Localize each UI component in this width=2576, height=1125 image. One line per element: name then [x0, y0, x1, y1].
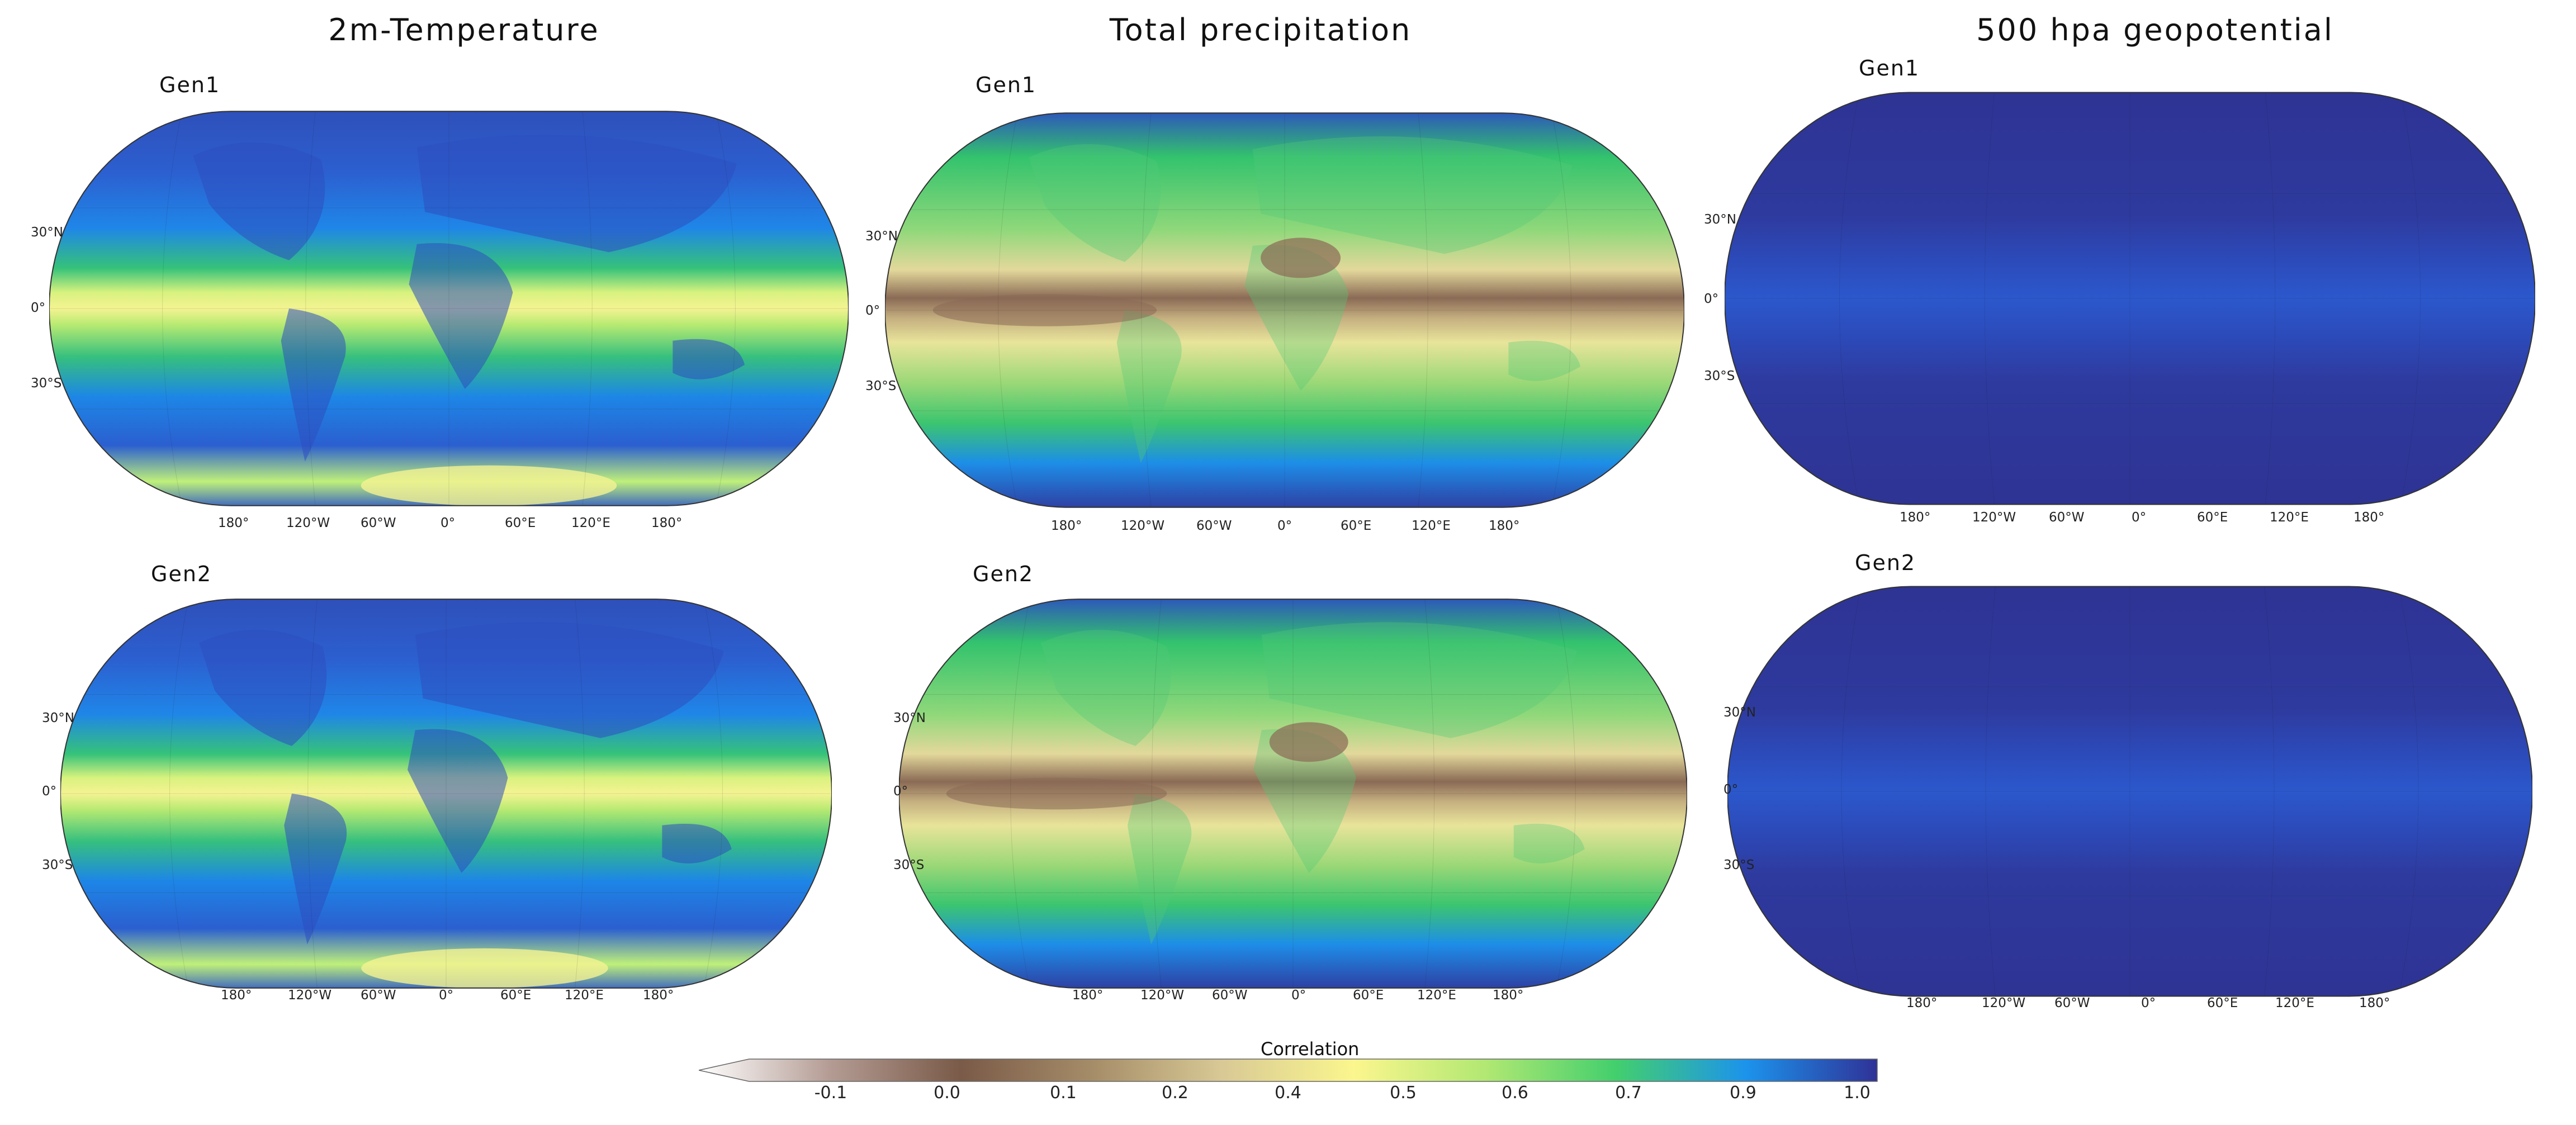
- lon-label: 180°: [2359, 996, 2390, 1010]
- lon-label: 120°W: [1121, 519, 1165, 533]
- lon-label: 180°: [1493, 988, 1524, 1003]
- lon-label: 180°: [1072, 988, 1104, 1003]
- colorbar-tick-label: -0.1: [814, 1083, 847, 1103]
- lon-label: 0°: [1277, 519, 1292, 533]
- lat-label-30n: 30°N: [893, 711, 926, 725]
- colorbar-tick-label: 0.0: [934, 1083, 960, 1103]
- lat-label-0: 0°: [865, 303, 880, 318]
- lon-label: 120°E: [1417, 988, 1456, 1003]
- lon-label: 120°E: [1412, 519, 1451, 533]
- lon-label: 180°: [218, 516, 249, 530]
- map-gen2-geopotential: [1727, 586, 2532, 997]
- lat-label-30s: 30°S: [31, 376, 62, 391]
- lon-label: 60°E: [505, 516, 536, 530]
- lon-label: 0°: [2132, 510, 2147, 525]
- lon-label: 60°E: [2197, 510, 2228, 525]
- lon-label: 180°: [2354, 510, 2385, 525]
- lon-label: 0°: [2141, 996, 2156, 1010]
- lat-label-30s: 30°S: [1723, 858, 1755, 872]
- lon-label: 0°: [1291, 988, 1306, 1003]
- lon-label: 120°W: [288, 988, 332, 1003]
- lon-label: 120°W: [1972, 510, 2016, 525]
- lon-label: 60°W: [361, 988, 396, 1003]
- map-gen1-geopotential: [1725, 92, 2535, 505]
- column-title-precipitation: Total precipitation: [1109, 12, 1412, 48]
- lat-label-30s: 30°S: [893, 858, 925, 872]
- lon-label: 120°W: [286, 516, 330, 530]
- colorbar-tick-label: 0.2: [1162, 1083, 1188, 1103]
- lon-label: 60°W: [1196, 519, 1232, 533]
- lon-label: 120°W: [1140, 988, 1185, 1003]
- lon-label: 180°: [651, 516, 683, 530]
- lon-label: 60°E: [1353, 988, 1384, 1003]
- lon-label: 60°W: [2054, 996, 2090, 1010]
- lon-label: 60°W: [1212, 988, 1248, 1003]
- map-gen2-temperature: [60, 599, 832, 989]
- colorbar-title: Correlation: [1261, 1038, 1360, 1060]
- lon-label: 120°E: [2270, 510, 2309, 525]
- lon-label: 60°W: [361, 516, 396, 530]
- lon-label: 120°E: [2275, 996, 2314, 1010]
- lon-label: 60°E: [1341, 519, 1372, 533]
- lat-label-0: 0°: [1704, 292, 1719, 306]
- lat-label-0: 0°: [1723, 782, 1739, 797]
- lat-label-30n: 30°N: [865, 229, 898, 244]
- lat-label-30n: 30°N: [31, 225, 63, 240]
- lat-label-30n: 30°N: [42, 711, 74, 725]
- lon-label: 120°E: [565, 988, 604, 1003]
- colorbar: [699, 1058, 1878, 1082]
- colorbar-tick-label: 0.9: [1730, 1083, 1756, 1103]
- lon-label: 0°: [439, 988, 454, 1003]
- map-gen1-temperature: [49, 111, 849, 506]
- lon-label: 120°W: [1982, 996, 2026, 1010]
- colorbar-tick-label: 0.7: [1615, 1083, 1642, 1103]
- lon-label: 180°: [1489, 519, 1520, 533]
- colorbar-tick-label: 0.4: [1275, 1083, 1301, 1103]
- column-title-temperature: 2m-Temperature: [328, 12, 600, 48]
- lon-label: 180°: [221, 988, 252, 1003]
- colorbar-tick-label: 0.6: [1502, 1083, 1528, 1103]
- lon-label: 180°: [643, 988, 674, 1003]
- lon-label: 180°: [1906, 996, 1938, 1010]
- row-label-gen1-precip: Gen1: [976, 73, 1037, 97]
- lat-label-0: 0°: [893, 784, 908, 799]
- colorbar-tick-label: 1.0: [1844, 1083, 1871, 1103]
- lon-label: 60°E: [2207, 996, 2238, 1010]
- map-gen2-precipitation: [899, 599, 1687, 989]
- lat-label-30n: 30°N: [1704, 212, 1736, 227]
- lon-label: 60°E: [500, 988, 532, 1003]
- lon-label: 120°E: [571, 516, 610, 530]
- column-title-geopotential: 500 hpa geopotential: [1976, 12, 2334, 48]
- lat-label-0: 0°: [31, 301, 46, 315]
- lat-label-30s: 30°S: [42, 858, 73, 872]
- lon-label: 180°: [1051, 519, 1082, 533]
- lon-label: 60°W: [2049, 510, 2085, 525]
- row-label-gen2-temp: Gen2: [151, 562, 212, 586]
- row-label-gen2-precip: Gen2: [973, 562, 1034, 586]
- lat-label-30s: 30°S: [865, 379, 897, 393]
- lat-label-30s: 30°S: [1704, 369, 1735, 383]
- map-gen1-precipitation: [885, 112, 1684, 508]
- row-label-gen1-temp: Gen1: [159, 73, 221, 97]
- lat-label-0: 0°: [42, 784, 57, 799]
- colorbar-tick-label: 0.5: [1390, 1083, 1417, 1103]
- lon-label: 0°: [441, 516, 456, 530]
- colorbar-tick-label: 0.1: [1050, 1083, 1077, 1103]
- lat-label-30n: 30°N: [1723, 705, 1756, 720]
- row-label-gen1-geo: Gen1: [1859, 56, 1920, 80]
- row-label-gen2-geo: Gen2: [1855, 550, 1916, 575]
- lon-label: 180°: [1900, 510, 1931, 525]
